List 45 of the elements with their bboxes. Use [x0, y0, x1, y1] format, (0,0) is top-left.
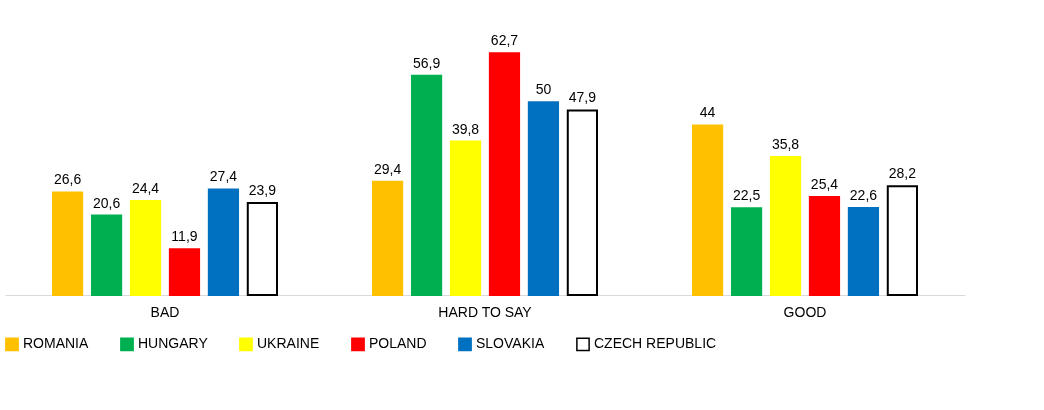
bar [449, 140, 482, 296]
data-label: 44 [699, 104, 716, 121]
data-label: 28,2 [888, 165, 917, 182]
legend-label: SLOVAKIA [476, 335, 545, 352]
bar [847, 206, 880, 296]
bar [207, 188, 240, 296]
data-label: 35,8 [771, 136, 800, 153]
legend-label: ROMANIA [23, 335, 89, 352]
data-label: 22,6 [849, 186, 878, 203]
data-label: 23,9 [248, 181, 277, 198]
bar [129, 199, 162, 296]
x-tick-label: HARD TO SAY [438, 303, 533, 320]
bar [488, 52, 521, 296]
bar [566, 109, 598, 296]
legend-label: POLAND [369, 335, 427, 352]
data-label: 25,4 [810, 176, 839, 193]
data-label: 20,6 [92, 194, 121, 211]
bar [168, 248, 201, 296]
bar [808, 196, 841, 296]
x-tick-label: BAD [150, 303, 180, 320]
legend-label: UKRAINE [257, 335, 320, 352]
data-label: 11,9 [171, 228, 198, 245]
data-label: 29,4 [373, 160, 402, 177]
bar [90, 214, 123, 296]
data-label: 27,4 [209, 168, 238, 185]
bar [730, 207, 763, 296]
data-label: 62,7 [490, 32, 519, 49]
bar [372, 180, 404, 296]
data-label: 50 [535, 81, 552, 98]
data-label: 39,8 [451, 120, 480, 137]
data-label: 24,4 [131, 179, 160, 196]
bar [246, 201, 278, 296]
data-label: 26,6 [53, 171, 82, 188]
data-label: 56,9 [412, 54, 441, 71]
bar [692, 124, 724, 296]
legend-label: HUNGARY [138, 335, 209, 352]
bar [769, 156, 802, 296]
data-label: 22,5 [732, 187, 761, 204]
bar [527, 101, 560, 296]
bar [410, 74, 443, 296]
x-tick-label: GOOD [783, 303, 827, 320]
legend-label: CZECH REPUBLIC [594, 335, 717, 352]
bar [52, 191, 84, 296]
bar [886, 185, 918, 296]
data-label: 47,9 [568, 89, 597, 106]
